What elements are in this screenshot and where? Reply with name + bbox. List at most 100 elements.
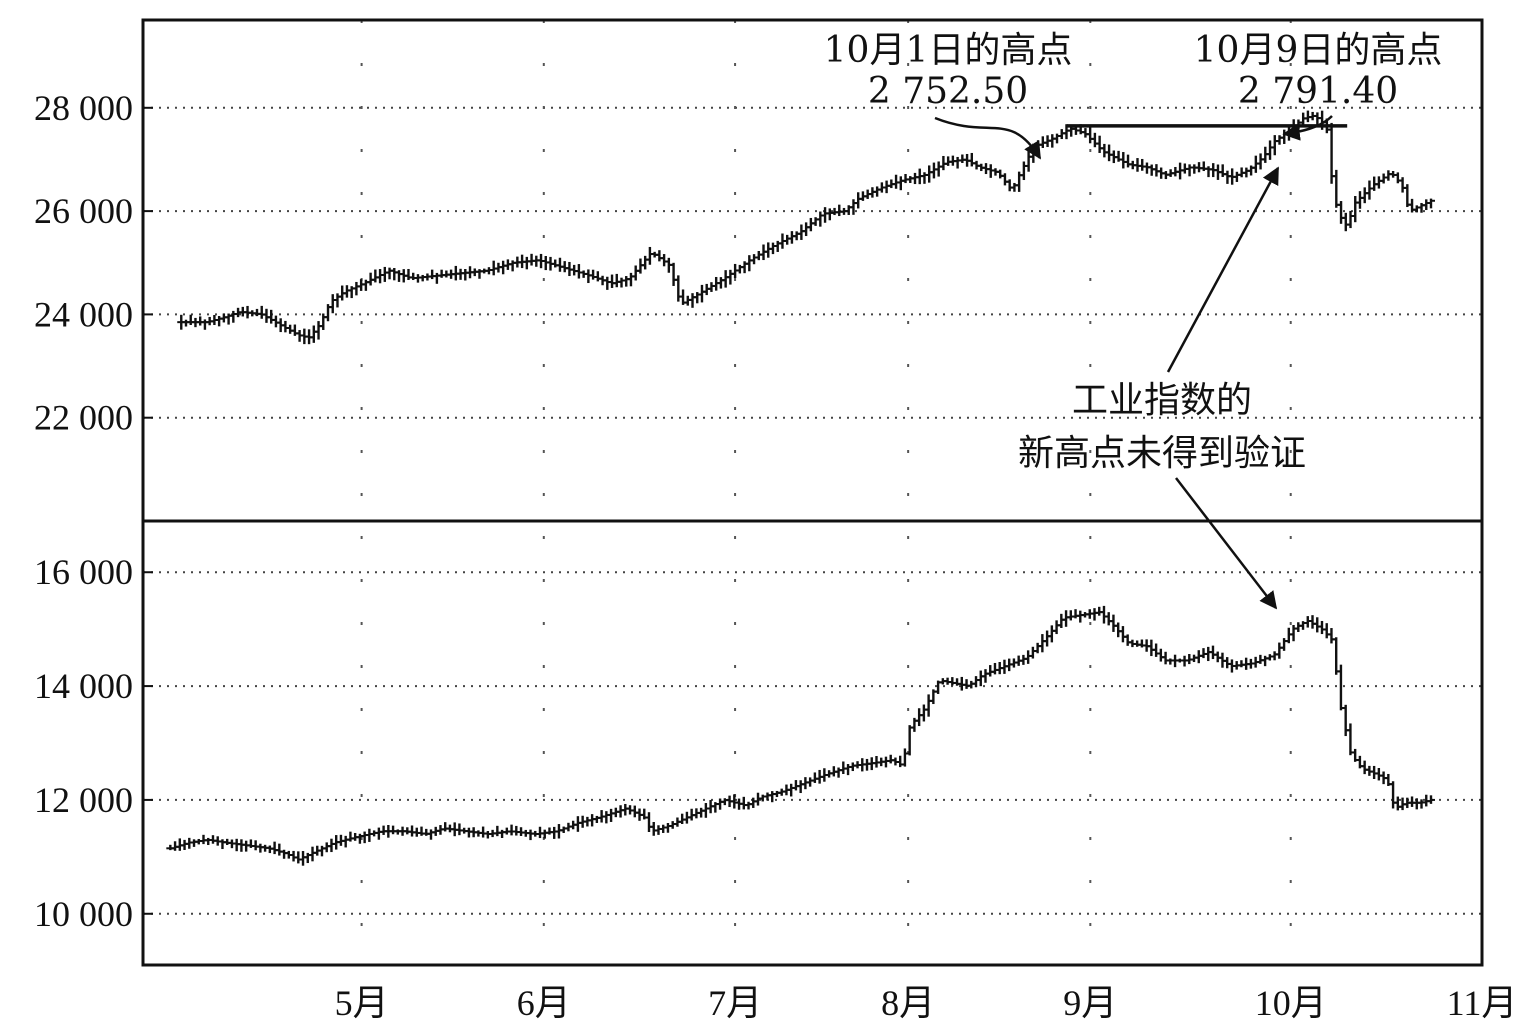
bottom-panel-ohlc-bar bbox=[573, 816, 582, 832]
top-panel-ohlc-bar bbox=[612, 273, 621, 288]
bottom-panel-ohlc-bar bbox=[981, 669, 990, 683]
top-panel-ohlc-bar bbox=[1275, 135, 1284, 145]
bottom-panel-ohlc-bar bbox=[1332, 637, 1341, 675]
bottom-panel-ohlc-bar bbox=[701, 803, 710, 818]
annotation-divergence-line2: 新高点未得到验证 bbox=[1018, 433, 1306, 474]
bottom-panel-ohlc-bar bbox=[1019, 654, 1028, 665]
bottom-panel-ohlc-bar bbox=[1346, 723, 1355, 756]
bottom-panel-ohlc-bar bbox=[990, 662, 999, 675]
top-panel-ohlc-bar bbox=[200, 319, 209, 330]
top-panel-ohlc-bar bbox=[641, 255, 650, 270]
top-panel-ohlc-bar bbox=[1048, 134, 1057, 148]
top-panel-ohlc-bar bbox=[958, 154, 967, 164]
top-panel-ohlc-bar bbox=[697, 284, 706, 303]
bottom-panel-ohlc-bar bbox=[190, 839, 199, 847]
bottom-panel-ohlc-bar bbox=[1294, 622, 1303, 632]
top-panel-ohlc-bar bbox=[1185, 164, 1194, 177]
top-panel-ohlc-bar bbox=[1346, 210, 1355, 229]
bottom-panel-ohlc-bar bbox=[346, 831, 355, 842]
bottom-panel-ohlc-bar bbox=[1204, 646, 1213, 662]
bottom-panel-ohlc-bar bbox=[1284, 627, 1293, 644]
xtick-label: 9月 bbox=[1063, 983, 1117, 1023]
top-panel-ohlc-bar bbox=[953, 156, 962, 169]
bottom-panel-ohlc-bar bbox=[583, 816, 592, 827]
top-panel-ohlc-bar bbox=[1256, 153, 1265, 170]
top-panel-ohlc-bar bbox=[1270, 135, 1279, 156]
bottom-panel-ohlc-bar bbox=[621, 803, 630, 816]
top-panel-ohlc-bar bbox=[816, 211, 825, 227]
bottom-panel-ohlc-bar bbox=[540, 829, 549, 839]
top-panel-ohlc-bar bbox=[1223, 170, 1232, 184]
top-panel-ohlc-bar bbox=[252, 308, 261, 317]
top-panel-ohlc-bar bbox=[1100, 143, 1109, 158]
top-panel-ohlc-bar bbox=[655, 250, 664, 262]
bottom-panel-ohlc-bar bbox=[1426, 795, 1435, 804]
bottom-panel-ohlc-bar bbox=[322, 842, 331, 853]
top-panel-ohlc-bar bbox=[376, 269, 385, 284]
top-panel-ohlc-bar bbox=[750, 254, 759, 265]
top-panel-ohlc-bar bbox=[589, 269, 598, 280]
top-panel-ohlc-bar bbox=[764, 242, 773, 258]
annotation-oct1-title: 10月1日的高点 bbox=[824, 30, 1073, 71]
top-panel-ohlc-bar bbox=[835, 204, 844, 217]
bottom-panel-ytick-label: 16 000 bbox=[34, 552, 133, 592]
top-panel-ohlc-bar bbox=[1095, 135, 1104, 153]
top-panel-ohlc-bar bbox=[1403, 184, 1412, 208]
bottom-panel-ohlc-bar bbox=[881, 756, 890, 768]
top-panel-ohlc-bar bbox=[432, 272, 441, 284]
bottom-panel-ohlc-bar bbox=[976, 670, 985, 687]
top-panel-ohlc-bar bbox=[314, 321, 323, 340]
bottom-panel-ohlc-bar bbox=[545, 827, 554, 835]
bottom-panel-ohlc-bar bbox=[649, 822, 658, 836]
annotation-divergence-line1: 工业指数的 bbox=[1072, 380, 1252, 421]
bottom-panel-ohlc-bar bbox=[697, 807, 706, 818]
bottom-panel-ohlc-bar bbox=[327, 838, 336, 853]
bottom-panel-ohlc-bar bbox=[204, 837, 213, 846]
top-panel-ohlc-bar bbox=[707, 282, 716, 292]
top-panel-ohlc-bar bbox=[428, 269, 437, 280]
top-panel-ohlc-bar bbox=[229, 310, 238, 323]
xtick-label: 11月 bbox=[1447, 983, 1518, 1023]
top-panel-ohlc-bar bbox=[806, 217, 815, 232]
xtick-label: 8月 bbox=[881, 983, 935, 1023]
bottom-panel-ohlc-bar bbox=[863, 758, 872, 771]
top-panel-ohlc-bar bbox=[1374, 176, 1383, 189]
bottom-panel-ohlc-bar bbox=[1118, 626, 1127, 643]
top-panel-ohlc-bar bbox=[574, 264, 583, 279]
bottom-panel-ohlc-bar bbox=[441, 822, 450, 832]
bottom-panel-ohlc-bar bbox=[280, 849, 289, 859]
top-panel-ohlc-bar bbox=[1024, 149, 1033, 172]
top-panel-ohlc-bar bbox=[281, 320, 290, 333]
bottom-panel-ohlc-bar bbox=[1099, 605, 1108, 624]
bottom-panel-ohlc-bar bbox=[1408, 796, 1417, 807]
top-panel-ohlc-bar bbox=[1289, 119, 1298, 139]
top-panel-ohlc-bar bbox=[1090, 132, 1099, 148]
bottom-panel-ohlc-bar bbox=[1057, 613, 1066, 629]
top-panel-ohlc-bar bbox=[1005, 179, 1014, 192]
top-panel-ohlc-bar bbox=[380, 266, 389, 282]
bottom-panel-ohlc-bar bbox=[919, 704, 928, 722]
bottom-panel-ohlc-bar bbox=[886, 754, 895, 764]
top-panel-ohlc-bar bbox=[1105, 144, 1114, 162]
bottom-panel-ohlc-bar bbox=[365, 828, 374, 842]
top-panel-ohlc-bar bbox=[688, 293, 697, 308]
top-panel-ohlc-bar bbox=[390, 267, 399, 281]
bars-layer bbox=[166, 110, 1435, 866]
top-panel-ohlc-bar bbox=[1384, 170, 1393, 181]
top-panel-ohlc-bar bbox=[721, 270, 730, 288]
bottom-panel-ohlc-bar bbox=[607, 808, 616, 822]
top-panel-ytick-label: 24 000 bbox=[34, 294, 133, 334]
top-panel-ohlc-bar bbox=[527, 253, 536, 266]
top-panel-ohlc-bar bbox=[215, 316, 224, 327]
top-panel-ohlc-bar bbox=[437, 269, 446, 278]
top-panel-ohlc-bar bbox=[186, 314, 195, 325]
top-panel-ohlc-bar bbox=[783, 234, 792, 245]
top-panel-ohlc-bar bbox=[792, 231, 801, 241]
top-panel-ohlc-bar bbox=[1019, 161, 1028, 181]
top-panel-ohlc-bar bbox=[555, 257, 564, 272]
annotation-oct9-title: 10月9日的高点 bbox=[1194, 30, 1443, 71]
top-panel-ohlc-bar bbox=[674, 275, 683, 302]
top-panel-ohlc-bar bbox=[821, 207, 830, 223]
top-panel-ohlc-bar bbox=[849, 199, 858, 215]
bottom-panel-ohlc-bar bbox=[1047, 625, 1056, 643]
